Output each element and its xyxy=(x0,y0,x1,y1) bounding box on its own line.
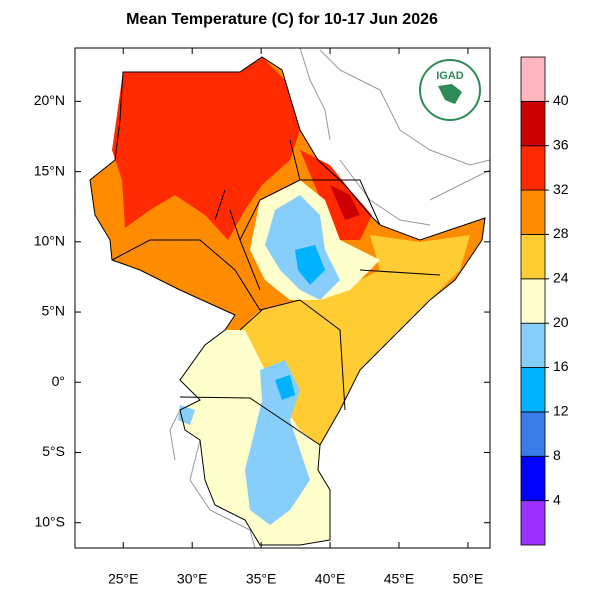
colorbar-label: 32 xyxy=(553,181,569,197)
field-36-40 xyxy=(330,185,360,220)
x-tick-label: 30°E xyxy=(177,571,208,587)
y-tick-label: 10°N xyxy=(34,233,65,249)
region-outline xyxy=(89,56,486,546)
colorbar-bin xyxy=(520,455,546,502)
colorbar-bin xyxy=(520,145,546,191)
field-12-16 xyxy=(275,245,325,400)
colorbar-label: 20 xyxy=(553,314,569,330)
y-tick-label: 5°S xyxy=(42,443,65,459)
country-border xyxy=(111,139,441,446)
colorbar-label: 12 xyxy=(553,403,569,419)
x-tick-label: 50°E xyxy=(453,571,484,587)
colorbar-label: 28 xyxy=(553,225,569,241)
x-tick-label: 35°E xyxy=(246,571,277,587)
map-title: Mean Temperature (C) for 10-17 Jun 2026 xyxy=(126,11,438,28)
colorbar-label: 40 xyxy=(553,92,569,108)
colorbar-label: 36 xyxy=(553,136,569,152)
colorbar-label: 16 xyxy=(553,358,569,374)
colorbar-bin xyxy=(520,322,546,368)
x-tick-label: 40°E xyxy=(315,571,346,587)
y-tick-label: 20°N xyxy=(34,92,65,108)
colorbar-label: 8 xyxy=(553,447,561,463)
y-tick-label: 15°N xyxy=(34,162,65,178)
y-tick-label: 0° xyxy=(52,373,65,389)
logo: IGAD xyxy=(419,59,481,121)
logo-text: IGAD xyxy=(436,70,464,82)
colorbar-bin xyxy=(520,234,546,280)
map-frame xyxy=(74,47,491,549)
colorbar-bin xyxy=(520,56,546,102)
y-tick-label: 10°S xyxy=(34,513,65,529)
colorbar-bin xyxy=(520,189,546,235)
colorbar-bin xyxy=(520,278,546,324)
colorbar-bin xyxy=(520,411,546,457)
colorbar-bin xyxy=(520,500,546,546)
colorbar-label: 24 xyxy=(553,270,569,286)
x-tick-label: 25°E xyxy=(108,571,139,587)
y-tick-label: 5°N xyxy=(42,303,66,319)
colorbar-bin xyxy=(520,367,546,413)
colorbar-bin xyxy=(520,100,546,147)
x-tick-label: 45°E xyxy=(384,571,415,587)
colorbar-label: 4 xyxy=(553,491,561,507)
logo-map xyxy=(438,84,462,104)
neighbour-border xyxy=(169,409,256,548)
field-32-36 xyxy=(112,57,300,240)
neighbour-border xyxy=(299,48,490,226)
field-16-20 xyxy=(245,360,310,525)
map-field xyxy=(89,48,490,548)
